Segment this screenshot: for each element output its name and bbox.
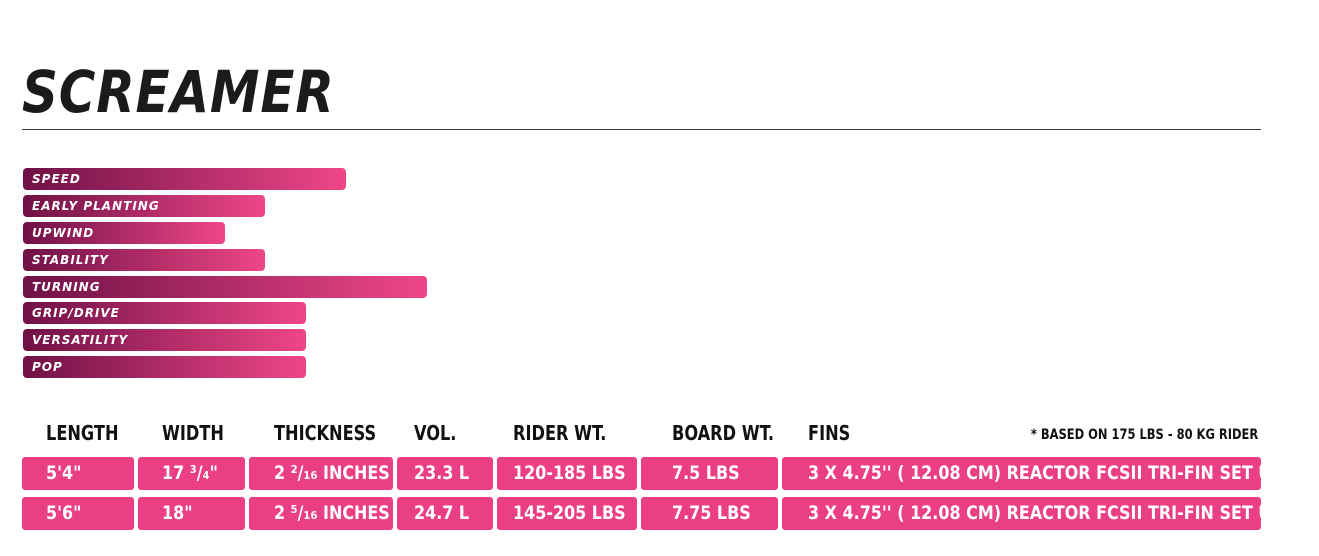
ratings-chart: SPEED EARLY PLANTING UPWIND STABILITY TURNIN… xyxy=(23,168,623,383)
rating-label: TURNING xyxy=(32,279,101,294)
cell-value: 23.3 L xyxy=(414,462,470,484)
cell-value: 24.7 L xyxy=(414,502,470,524)
rating-label: POP xyxy=(32,360,63,375)
table-cell: 23.3 L xyxy=(397,457,493,490)
table-cell: 7.5 LBS xyxy=(641,457,778,490)
table-cell: 2 ²/₁₆ INCHES xyxy=(249,457,393,490)
column-header-thickness: THICKNESS xyxy=(274,421,377,445)
cell-value: 5'6" xyxy=(46,502,82,524)
rider-weight-note: * BASED ON 175 LBS - 80 KG RIDER xyxy=(1030,427,1258,443)
cell-value: 145-205 LBS xyxy=(513,502,626,524)
table-cell: 24.7 L xyxy=(397,497,493,530)
cell-value: 2 ²/₁₆ INCHES xyxy=(274,462,390,484)
cell-value: 18" xyxy=(162,502,193,524)
rating-bar-pop: POP xyxy=(23,356,306,379)
cell-value: 120-185 LBS xyxy=(513,462,626,484)
rating-label: STABILITY xyxy=(32,252,109,267)
column-header-length: LENGTH xyxy=(46,421,119,445)
table-cell: 3 X 4.75'' ( 12.08 CM) REACTOR FCSII TRI… xyxy=(782,457,1261,490)
rating-bar-speed: SPEED xyxy=(23,168,346,190)
cell-value: 2 ⁵/₁₆ INCHES xyxy=(274,502,390,524)
column-header-board-wt: BOARD WT. xyxy=(672,421,775,445)
cell-value: 3 X 4.75'' ( 12.08 CM) REACTOR FCSII TRI… xyxy=(808,502,1261,524)
table-cell: 2 ⁵/₁₆ INCHES xyxy=(249,497,393,530)
page-title: SCREAMER xyxy=(22,58,335,126)
rating-label: UPWIND xyxy=(32,225,95,240)
rating-bar-early-planting: EARLY PLANTING xyxy=(23,194,265,217)
table-cell: 18" xyxy=(138,497,245,530)
column-header-fins: FINS xyxy=(808,421,851,445)
cell-value: 7.75 LBS xyxy=(672,502,751,524)
rating-label: EARLY PLANTING xyxy=(32,198,160,213)
table-cell: 120-185 LBS xyxy=(497,457,637,490)
column-header-rider-wt: RIDER WT. xyxy=(513,421,607,445)
rating-bar-stability: STABILITY xyxy=(23,248,265,271)
rating-label: GRIP/DRIVE xyxy=(32,306,120,321)
table-row: 5'4" 17 ³/₄" 2 ²/₁₆ INCHES 23.3 L 120-185 LB… xyxy=(22,457,1262,490)
table-cell: 5'4" xyxy=(22,457,134,490)
title-divider xyxy=(22,129,1261,130)
rating-label: VERSATILITY xyxy=(32,333,129,348)
rating-bar-grip-drive: GRIP/DRIVE xyxy=(23,302,306,325)
rating-bar-versatility: VERSATILITY xyxy=(23,329,306,352)
cell-value: 17 ³/₄" xyxy=(162,462,218,484)
table-cell: 7.75 LBS xyxy=(641,497,778,530)
cell-value: 3 X 4.75'' ( 12.08 CM) REACTOR FCSII TRI… xyxy=(808,462,1261,484)
table-row: 5'6" 18" 2 ⁵/₁₆ INCHES 24.7 L 145-205 LBS 7.7… xyxy=(22,497,1262,530)
column-header-vol: VOL. xyxy=(414,421,457,445)
cell-value: 7.5 LBS xyxy=(672,462,740,484)
rating-bar-turning: TURNING xyxy=(23,275,427,298)
table-cell: 145-205 LBS xyxy=(497,497,637,530)
column-header-width: WIDTH xyxy=(162,421,224,445)
table-cell: 3 X 4.75'' ( 12.08 CM) REACTOR FCSII TRI… xyxy=(782,497,1261,530)
rating-bar-upwind: UPWIND xyxy=(23,221,225,244)
rating-label: SPEED xyxy=(32,172,81,186)
table-cell: 5'6" xyxy=(22,497,134,530)
table-cell: 17 ³/₄" xyxy=(138,457,245,490)
cell-value: 5'4" xyxy=(46,462,82,484)
